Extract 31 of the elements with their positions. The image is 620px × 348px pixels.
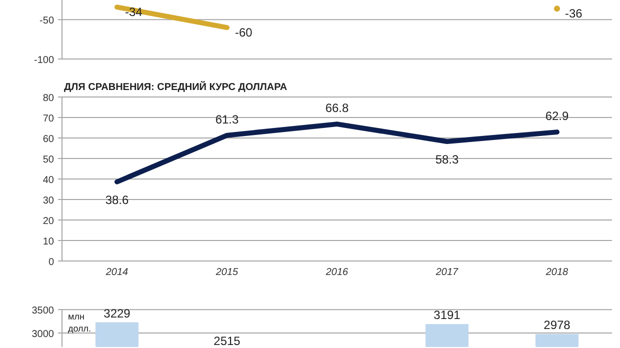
y-tick-label: 70 — [42, 114, 54, 124]
y-tick-label: -50 — [40, 16, 54, 27]
data-label: 38.6 — [105, 192, 129, 207]
y-tick-label: 20 — [42, 216, 54, 227]
annotation: 2515 — [214, 334, 241, 348]
y-tick-label: 30 — [42, 196, 54, 206]
y-tick-label: 0 — [48, 257, 54, 268]
data-label: 61.3 — [215, 112, 239, 126]
chart-title: ДЛЯ СРАВНЕНИЯ: СРЕДНИЙ КУРС ДОЛЛАРА — [64, 80, 288, 93]
y-tick-label: 60 — [42, 134, 54, 145]
x-tick-label: 2017 — [434, 267, 459, 278]
x-tick-label: 2015 — [214, 267, 239, 278]
y-tick-label: 3500 — [32, 306, 54, 317]
data-label: 62.9 — [545, 109, 569, 124]
y-tick-label: 40 — [42, 175, 54, 186]
data-label: 66.8 — [325, 101, 349, 116]
data-label: 3229 — [104, 306, 131, 320]
y-tick-label: -100 — [34, 55, 54, 66]
y-tick-label: 3000 — [32, 328, 54, 340]
data-label: -36 — [565, 6, 583, 21]
x-tick-label: 2014 — [104, 267, 129, 278]
y-tick-label: 10 — [42, 236, 54, 248]
x-tick-label: 2018 — [544, 267, 569, 278]
data-label: 2978 — [544, 318, 571, 332]
y-axis-title: млн долл. — [68, 312, 92, 334]
x-tick-label: 2016 — [324, 267, 349, 278]
data-label: 58.3 — [435, 152, 459, 166]
y-tick-label: 80 — [42, 93, 54, 104]
data-label: -60 — [235, 26, 253, 40]
data-label: 3191 — [434, 308, 461, 322]
y-tick-label: 50 — [42, 154, 54, 166]
